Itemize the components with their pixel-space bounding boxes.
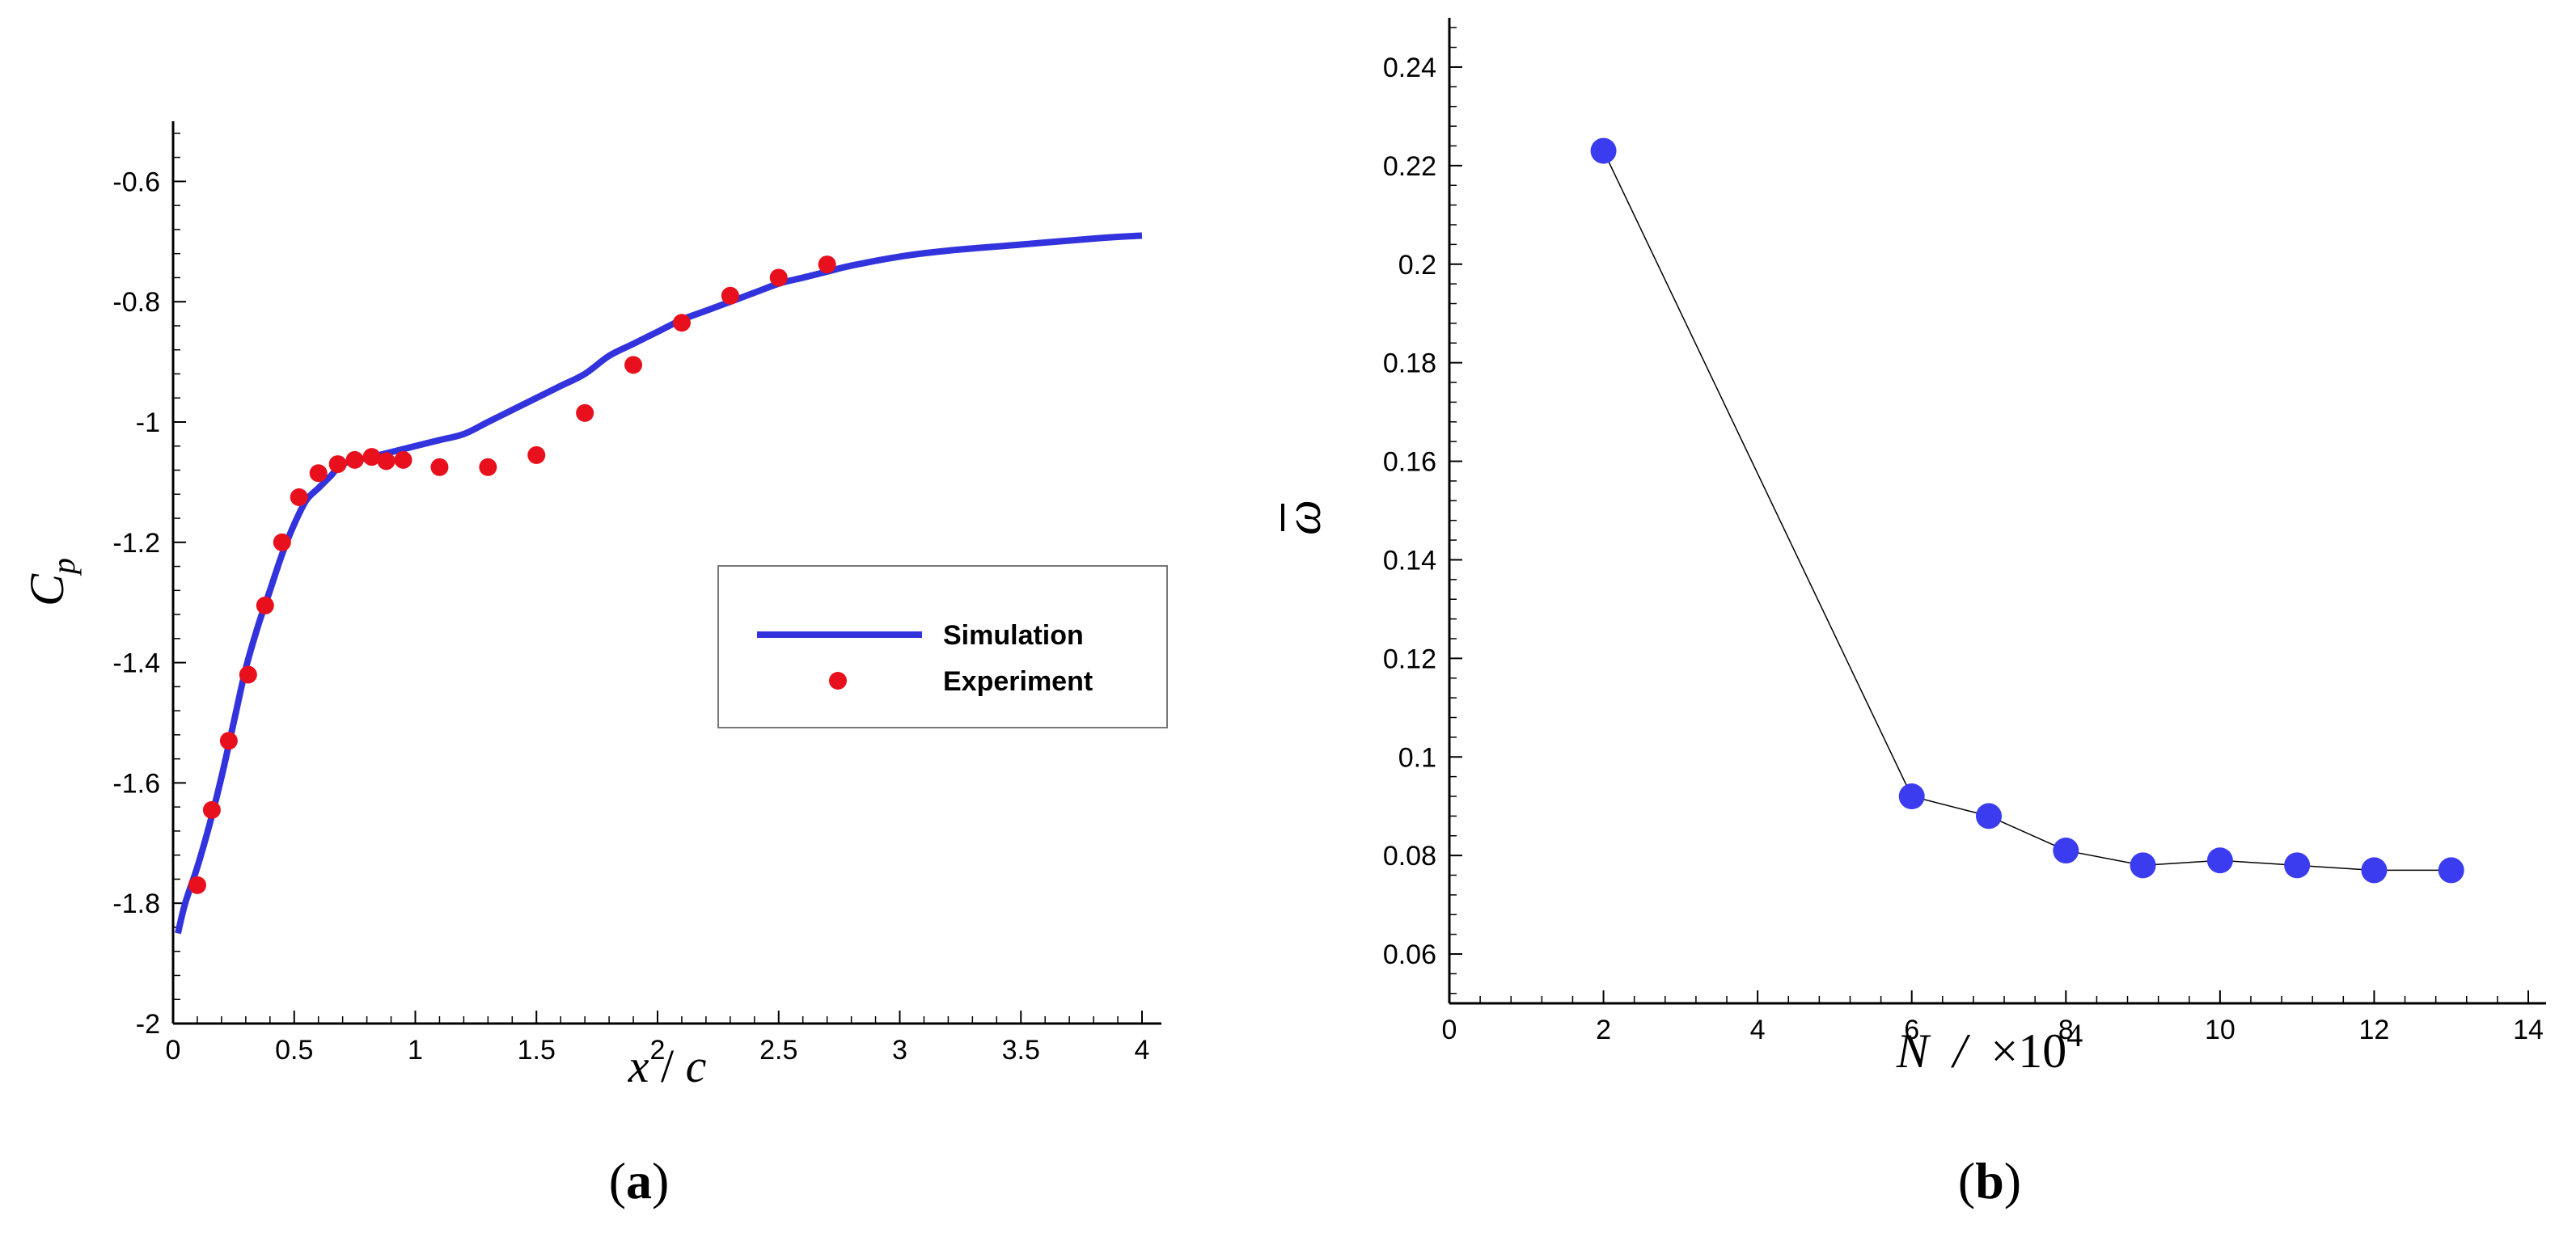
omega-point [2206, 847, 2233, 874]
experiment-point [256, 596, 274, 614]
x-tick-label: 4 [1135, 1035, 1150, 1066]
y-tick-label: -1.2 [112, 528, 160, 559]
experiment-point [672, 314, 691, 332]
panel-b-y-axis-title: ω [1276, 500, 1331, 535]
x-tick-label: 2 [650, 1035, 666, 1066]
experiment-point [202, 800, 221, 819]
omega-point [1590, 137, 1617, 164]
experiment-point [345, 450, 364, 469]
omega-point [2438, 857, 2464, 884]
x-tick-label: 2.5 [759, 1035, 797, 1066]
panel-b-series [1590, 137, 2464, 884]
y-tick-label: 0.18 [1383, 348, 1436, 379]
x-tick-label: 2 [1596, 1015, 1611, 1045]
x-tick-label: 3 [892, 1035, 907, 1066]
experiment-point [239, 665, 257, 684]
omega-point [2284, 852, 2311, 879]
y-tick-label: 0.2 [1398, 250, 1436, 281]
svg-text:ω: ω [1276, 500, 1331, 535]
y-tick-label: 0.06 [1383, 939, 1436, 970]
experiment-point [769, 268, 788, 287]
y-tick-label: 0.1 [1398, 742, 1436, 773]
experiment-point [394, 450, 412, 469]
experiment-point [430, 458, 449, 476]
panel-a-y-tick-labels: -2 -1.8 -1.6 -1.4 -1.2 -1 -0.8 -0.6 [112, 167, 160, 1040]
y-tick-label: -1.6 [112, 768, 160, 799]
panel-b-label: (b) [1958, 1152, 2021, 1209]
y-tick-label: -0.6 [112, 167, 160, 197]
x-tick-label: 8 [2058, 1015, 2074, 1045]
experiment-point [309, 464, 328, 483]
x-tick-label: 1 [408, 1035, 423, 1066]
y-tick-label: 0.24 [1383, 53, 1436, 83]
experiment-point [479, 458, 497, 476]
x-tick-label: 0.5 [275, 1035, 313, 1066]
x-tick-label: 0 [166, 1035, 181, 1066]
x-tick-label: 0 [1442, 1015, 1457, 1045]
panel-b-x-axis-title: N / ×104 [1896, 1017, 2083, 1078]
omega-point [1898, 783, 1925, 810]
simulation-line [175, 232, 1143, 935]
omega-point [2053, 838, 2079, 864]
experiment-point [273, 533, 291, 551]
y-tick-label: 0.16 [1383, 447, 1436, 478]
experiment-point [721, 286, 739, 305]
panel-a-legend: Simulation Experiment [717, 565, 1168, 728]
experiment-point [818, 255, 836, 274]
omega-point [2361, 857, 2388, 884]
panel-b-x-tick-labels: 0 2 4 6 8 10 12 14 [1442, 1015, 2544, 1045]
panel-a-series [175, 232, 1143, 935]
panel-b-chart: 0 2 4 6 8 10 12 14 0.060.080.10.120.140.160.180… [1276, 18, 2546, 1209]
omega-line [1602, 150, 2451, 872]
experiment-point [527, 445, 546, 464]
legend-box [717, 565, 1168, 728]
experiment-point [290, 488, 308, 506]
omega-point [1976, 803, 2002, 829]
y-tick-label: -1 [136, 407, 160, 438]
legend-experiment-label: Experiment [943, 666, 1093, 697]
experiment-point [219, 732, 238, 750]
experiment-point [576, 403, 594, 422]
y-tick-label: 0.14 [1383, 545, 1436, 576]
y-tick-label: -2 [136, 1009, 160, 1040]
x-tick-label: 10 [2205, 1015, 2235, 1045]
y-tick-label: 0.22 [1383, 151, 1436, 182]
x-tick-label: 6 [1904, 1015, 1919, 1045]
panel-a-label: (a) [609, 1152, 670, 1209]
x-tick-label: 14 [2513, 1015, 2544, 1045]
y-tick-label: 0.12 [1383, 644, 1436, 674]
y-tick-label: -1.4 [112, 648, 160, 679]
y-tick-label: -1.8 [112, 889, 160, 919]
panel-a-x-tick-labels: 0 0.5 1 1.5 2 2.5 3 3.5 4 [166, 1035, 1150, 1066]
legend-experiment-marker [829, 672, 847, 690]
panel-a-x-axis-title: x / c [628, 1040, 707, 1092]
panel-a-y-axis-title: Cp [20, 558, 82, 606]
experiment-point [624, 356, 643, 374]
x-tick-label: 4 [1750, 1015, 1766, 1045]
y-tick-label: -0.8 [112, 287, 160, 318]
x-tick-label: 12 [2359, 1015, 2390, 1045]
x-tick-label: 3.5 [1002, 1035, 1040, 1066]
experiment-point [188, 876, 206, 894]
panel-a-chart: 0 0.5 1 1.5 2 2.5 3 3.5 4 -2 -1.8 -1.6 -1.4 -1.2 -1 -0… [20, 121, 1168, 1209]
omega-point [2130, 852, 2156, 879]
panel-b-y-tick-labels: 0.06 0.08 0.1 0.12 0.14 0.16 0.18 0.2 0.22 0.24 [1383, 53, 1436, 970]
panel-b-ticks [1449, 27, 2529, 1003]
x-tick-label: 1.5 [518, 1035, 556, 1066]
legend-simulation-label: Simulation [943, 620, 1084, 651]
experiment-point [377, 452, 395, 471]
experiment-point [328, 455, 347, 474]
experiment-point [362, 448, 381, 466]
y-tick-label: 0.08 [1383, 841, 1436, 872]
